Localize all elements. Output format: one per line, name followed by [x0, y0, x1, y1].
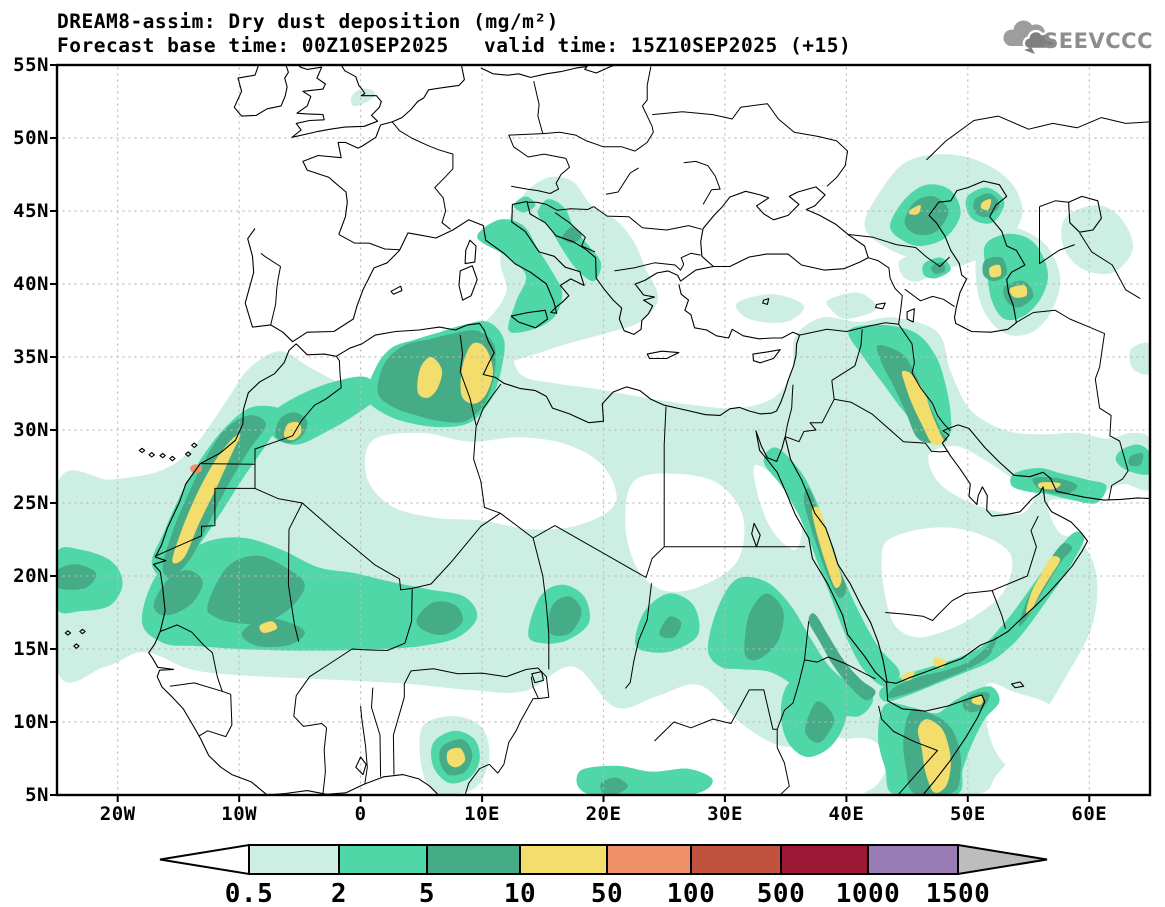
country-borders	[154, 66, 1150, 795]
colorbar-cell	[780, 844, 869, 875]
forecast-base-time: Forecast base time: 00Z10SEP2025	[57, 34, 449, 57]
colorbar-cell	[519, 844, 608, 875]
lon-tick-label: 60E	[1071, 803, 1107, 825]
lat-tick-label: 10N	[13, 711, 49, 733]
colorbar-label: 0.5	[225, 879, 273, 907]
logo-text: SEEVCCC	[1043, 29, 1153, 53]
lon-tick-label: 0	[355, 803, 367, 825]
colorbar-arrow-left	[159, 843, 250, 876]
dust-fill-layer	[57, 88, 1150, 795]
axis-ticks	[50, 64, 1091, 802]
lon-axis: 20W 10W 0 10E 20E 30E 40E 50E 60E	[100, 803, 1107, 825]
colorbar: 0.5 2 5 10 50 100 500 1000 1500	[159, 843, 1048, 907]
colorbar-label: 1000	[836, 879, 901, 907]
colorbar-label: 10	[504, 879, 536, 907]
seevccc-logo: SEEVCCC	[1003, 20, 1153, 54]
cloud-front-icon	[1022, 29, 1057, 51]
coastlines	[64, 65, 1150, 795]
lat-tick-label: 25N	[13, 492, 49, 514]
lat-axis: 55N 50N 45N 40N 35N 30N 25N 20N 15N 10N …	[13, 54, 49, 806]
gridlines	[57, 65, 1150, 795]
colorbar-label: 50	[591, 879, 623, 907]
lat-tick-label: 40N	[13, 273, 49, 295]
colorbar-label: 1500	[926, 879, 991, 907]
lat-tick-label: 5N	[25, 784, 49, 806]
lon-tick-label: 40E	[828, 803, 864, 825]
lat-tick-label: 35N	[13, 346, 49, 368]
page-title: DREAM8-assim: Dry dust deposition (mg/m²…	[57, 10, 559, 33]
colorbar-cell	[690, 844, 782, 875]
lon-tick-label: 20W	[100, 803, 136, 825]
lat-tick-label: 20N	[13, 565, 49, 587]
lon-tick-label: 10E	[464, 803, 500, 825]
lat-tick-label: 55N	[13, 54, 49, 76]
colorbar-cell	[248, 844, 340, 875]
valid-time: valid time: 15Z10SEP2025 (+15)	[484, 34, 851, 57]
lat-tick-label: 30N	[13, 419, 49, 441]
colorbar-label: 500	[757, 879, 805, 907]
colorbar-cell	[867, 844, 959, 875]
lon-tick-label: 50E	[950, 803, 986, 825]
lat-tick-label: 50N	[13, 127, 49, 149]
lat-tick-label: 45N	[13, 200, 49, 222]
cloud-arrow-icon	[1024, 47, 1035, 54]
lat-tick-label: 15N	[13, 638, 49, 660]
colorbar-cell	[338, 844, 428, 875]
colorbar-cell	[426, 844, 521, 875]
colorbar-cell	[606, 844, 692, 875]
colorbar-label: 2	[331, 879, 347, 907]
lon-tick-label: 30E	[707, 803, 743, 825]
colorbar-arrow-right	[957, 843, 1048, 876]
header: DREAM8-assim: Dry dust deposition (mg/m²…	[57, 10, 1153, 57]
colorbar-label: 5	[419, 879, 435, 907]
colorbar-label: 100	[667, 879, 715, 907]
lon-tick-label: 20E	[586, 803, 622, 825]
lon-tick-label: 10W	[221, 803, 257, 825]
